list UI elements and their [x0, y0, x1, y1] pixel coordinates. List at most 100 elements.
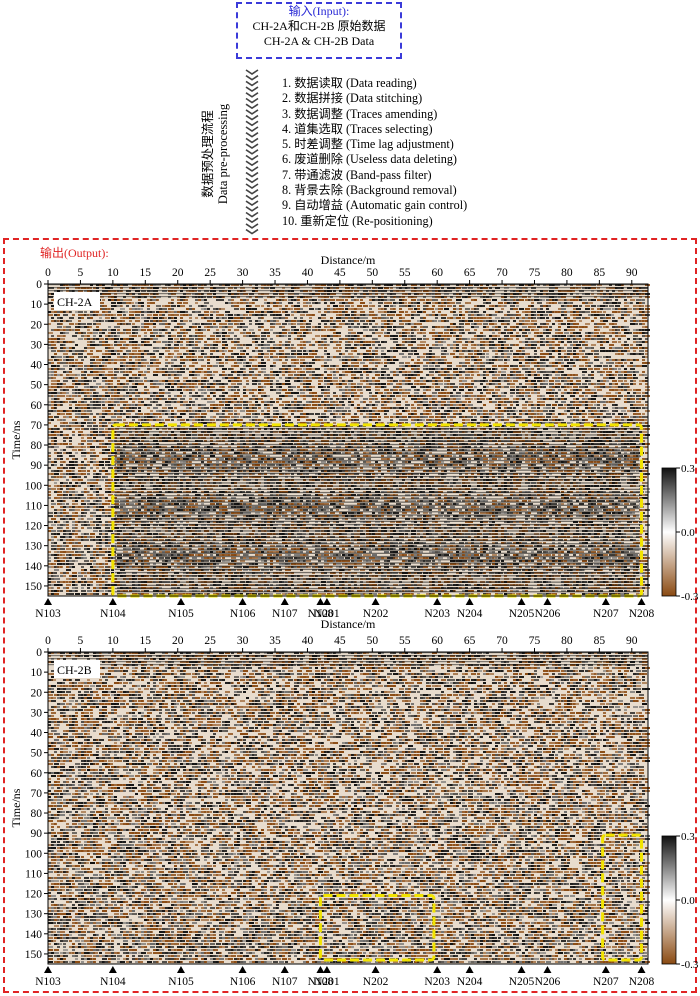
x-tick-label: 90	[626, 635, 638, 647]
y-tick-label: 120	[25, 889, 43, 901]
station-marker-icon	[372, 966, 380, 973]
station-label: N203	[424, 976, 450, 988]
station-marker-icon	[543, 598, 551, 605]
station-label: N208	[629, 608, 655, 620]
station-marker-icon	[543, 966, 551, 973]
y-tick-label: 30	[31, 707, 43, 719]
station-marker-icon	[281, 966, 289, 973]
x-tick-label: 45	[334, 635, 346, 647]
x-axis-label: Distance/m	[321, 617, 376, 631]
station-marker-icon	[602, 966, 610, 973]
station-label: N205	[509, 976, 535, 988]
y-tick-label: 70	[31, 788, 43, 800]
y-tick-label: 50	[31, 748, 43, 760]
x-tick-label: 10	[107, 635, 119, 647]
x-tick-label: 40	[302, 267, 314, 279]
station-label: N206	[535, 976, 561, 988]
y-tick-label: 0	[36, 279, 42, 291]
colorbar-tick-label: 0.0	[681, 895, 695, 907]
station-marker-icon	[638, 598, 646, 605]
y-tick-label: 50	[31, 380, 43, 392]
station-marker-icon	[239, 966, 247, 973]
station-label: N205	[509, 608, 535, 620]
y-tick-label: 10	[31, 299, 43, 311]
x-tick-label: 35	[269, 635, 281, 647]
y-tick-label: 130	[25, 541, 43, 553]
y-tick-label: 120	[25, 521, 43, 533]
y-tick-label: 70	[31, 420, 43, 432]
station-marker-icon	[518, 966, 526, 973]
x-tick-label: 5	[78, 635, 84, 647]
y-tick-label: 20	[31, 319, 43, 331]
station-marker-icon	[323, 966, 331, 973]
y-tick-label: 110	[25, 868, 42, 880]
station-marker-icon	[177, 966, 185, 973]
x-tick-label: 60	[431, 267, 443, 279]
station-marker-icon	[466, 966, 474, 973]
y-tick-label: 40	[31, 728, 43, 740]
y-tick-label: 100	[25, 480, 43, 492]
x-tick-label: 45	[334, 267, 346, 279]
x-tick-label: 20	[172, 635, 184, 647]
x-tick-label: 40	[302, 635, 314, 647]
station-marker-icon	[109, 598, 117, 605]
station-label: N103	[35, 976, 61, 988]
y-tick-label: 80	[31, 440, 43, 452]
colorbar-tick-label: -0.3	[681, 591, 699, 603]
y-tick-label: 110	[25, 500, 42, 512]
x-tick-label: 25	[204, 635, 216, 647]
x-tick-label: 5	[78, 267, 84, 279]
station-label: N106	[230, 976, 256, 988]
y-tick-label: 80	[31, 808, 43, 820]
station-label: N204	[457, 608, 483, 620]
y-tick-label: 30	[31, 339, 43, 351]
station-marker-icon	[602, 598, 610, 605]
y-tick-label: 150	[25, 581, 43, 593]
y-tick-label: 40	[31, 360, 43, 372]
panel-name: CH-2A	[57, 295, 93, 309]
y-tick-label: 100	[25, 848, 43, 860]
station-marker-icon	[638, 966, 646, 973]
station-marker-icon	[316, 966, 324, 973]
station-marker-icon	[281, 598, 289, 605]
x-tick-label: 50	[367, 635, 379, 647]
station-label: N206	[535, 608, 561, 620]
x-tick-label: 90	[626, 267, 638, 279]
y-tick-label: 20	[31, 687, 43, 699]
station-label: N204	[457, 976, 483, 988]
station-marker-icon	[44, 966, 52, 973]
station-label: N207	[593, 608, 619, 620]
y-tick-label: 90	[31, 828, 43, 840]
x-tick-label: 65	[464, 267, 476, 279]
x-tick-label: 70	[496, 267, 508, 279]
x-tick-label: 15	[140, 635, 152, 647]
station-label: N105	[168, 976, 194, 988]
x-tick-label: 20	[172, 267, 184, 279]
x-axis-label: Distance/m	[321, 253, 376, 267]
colorbar-tick-label: -0.3	[681, 959, 699, 971]
x-tick-label: 35	[269, 267, 281, 279]
station-label: N106	[230, 608, 256, 620]
station-label: N107	[272, 976, 298, 988]
y-tick-label: 130	[25, 909, 43, 921]
station-label: N207	[593, 976, 619, 988]
x-tick-label: 25	[204, 267, 216, 279]
station-marker-icon	[316, 598, 324, 605]
x-tick-label: 75	[529, 635, 541, 647]
colorbar-tick-label: 0.3	[681, 463, 695, 475]
station-marker-icon	[109, 966, 117, 973]
y-tick-label: 60	[31, 768, 43, 780]
x-tick-label: 85	[594, 635, 606, 647]
y-tick-label: 0	[36, 647, 42, 659]
x-tick-label: 15	[140, 267, 152, 279]
panel-label: CH-2B	[54, 660, 100, 678]
x-tick-label: 70	[496, 635, 508, 647]
station-label: N208	[629, 976, 655, 988]
x-tick-label: 0	[45, 635, 51, 647]
station-marker-icon	[466, 598, 474, 605]
station-marker-icon	[239, 598, 247, 605]
x-axis: 0 5 10 15 20 25 30 35 40 45 50 55 60 65 70 75 80 85 90	[45, 267, 638, 284]
station-marker-icon	[177, 598, 185, 605]
